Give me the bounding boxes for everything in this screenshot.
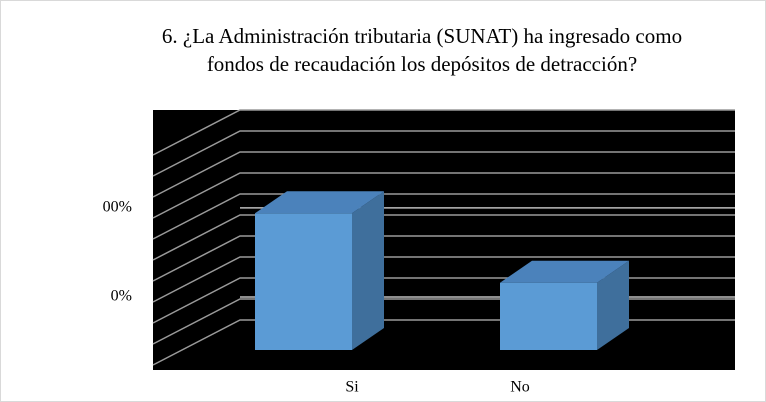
wall-line [152,193,735,240]
chart-title: 6. ¿La Administración tributaria (SUNAT)… [162,24,682,48]
wall-lines [152,109,735,366]
wall-line [152,130,735,177]
bar [255,213,352,350]
bar-side [597,260,629,350]
bar-top [255,191,384,214]
x-tick-label: No [510,379,530,396]
plot-area [153,110,735,370]
wall-line [152,151,735,198]
wall-line [152,214,735,261]
y-tick-label: 0% [111,288,132,305]
bar-top [500,260,629,283]
bar [500,282,597,350]
wall-line [152,235,735,282]
x-tick-label: Si [345,379,359,396]
wall-line [152,172,735,219]
chart-title: fondos de recaudación los depósitos de d… [207,52,637,76]
wall-line [152,256,735,303]
wall-line [152,109,735,156]
y-tick-label: 00% [103,199,132,216]
bar-side [352,191,384,350]
